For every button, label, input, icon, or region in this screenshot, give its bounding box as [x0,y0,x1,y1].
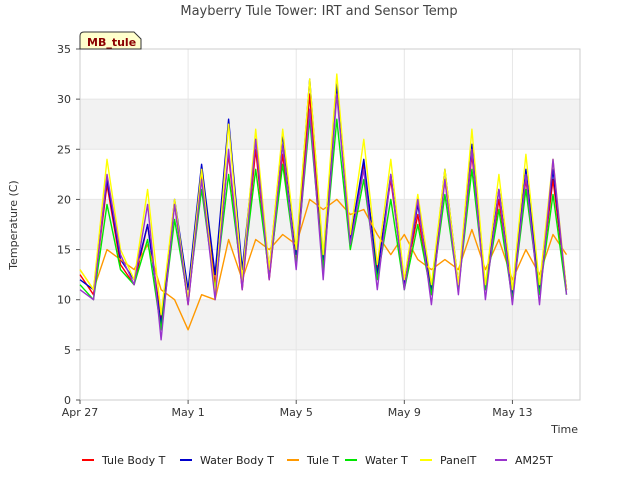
series-line-2 [79,198,568,331]
x-tick-label: May 13 [492,406,532,419]
x-axis-label: Time [550,423,578,436]
plot-frame [79,48,581,401]
x-tick-label: May 1 [171,406,204,419]
series-line-3 [79,118,568,331]
site-badge-label: MB_tule [87,36,136,49]
legend-label: AM25T [515,454,553,467]
y-tick-label: 10 [57,294,71,307]
y-tick-label: 25 [57,143,71,156]
series-layer [79,73,568,341]
y-tick-label: 20 [57,193,71,206]
chart-title: Mayberry Tule Tower: IRT and Sensor Temp [180,4,457,19]
y-tick-label: 30 [57,93,71,106]
x-tick-label: May 5 [280,406,313,419]
series-line-4 [79,73,568,316]
series-line-5 [79,93,568,341]
legend-label: Water Body T [200,454,274,467]
legend-label: Water T [365,454,408,467]
y-axis-ticks: 0 5 10 15 20 25 30 35 [57,43,80,407]
legend-label: Tule Body T [101,454,166,467]
legend-label: PanelT [440,454,477,467]
y-axis-label: Temperature (C) [7,180,20,270]
y-tick-label: 0 [64,394,71,407]
site-badge-box [79,31,142,50]
x-tick-label: May 9 [388,406,421,419]
x-axis-ticks: Apr 27 May 1 May 5 May 9 May 13 [62,400,533,419]
y-tick-label: 15 [57,244,71,257]
legend: Tule Body T Water Body T Tule T Water T Pane… [82,454,553,467]
y-tick-label: 5 [64,344,71,357]
x-tick-label: Apr 27 [62,406,99,419]
y-tick-label: 35 [57,43,71,56]
site-badge: MB_tule [79,31,142,50]
grid-band [80,299,580,350]
grid-band [80,99,580,150]
legend-label: Tule T [306,454,339,467]
